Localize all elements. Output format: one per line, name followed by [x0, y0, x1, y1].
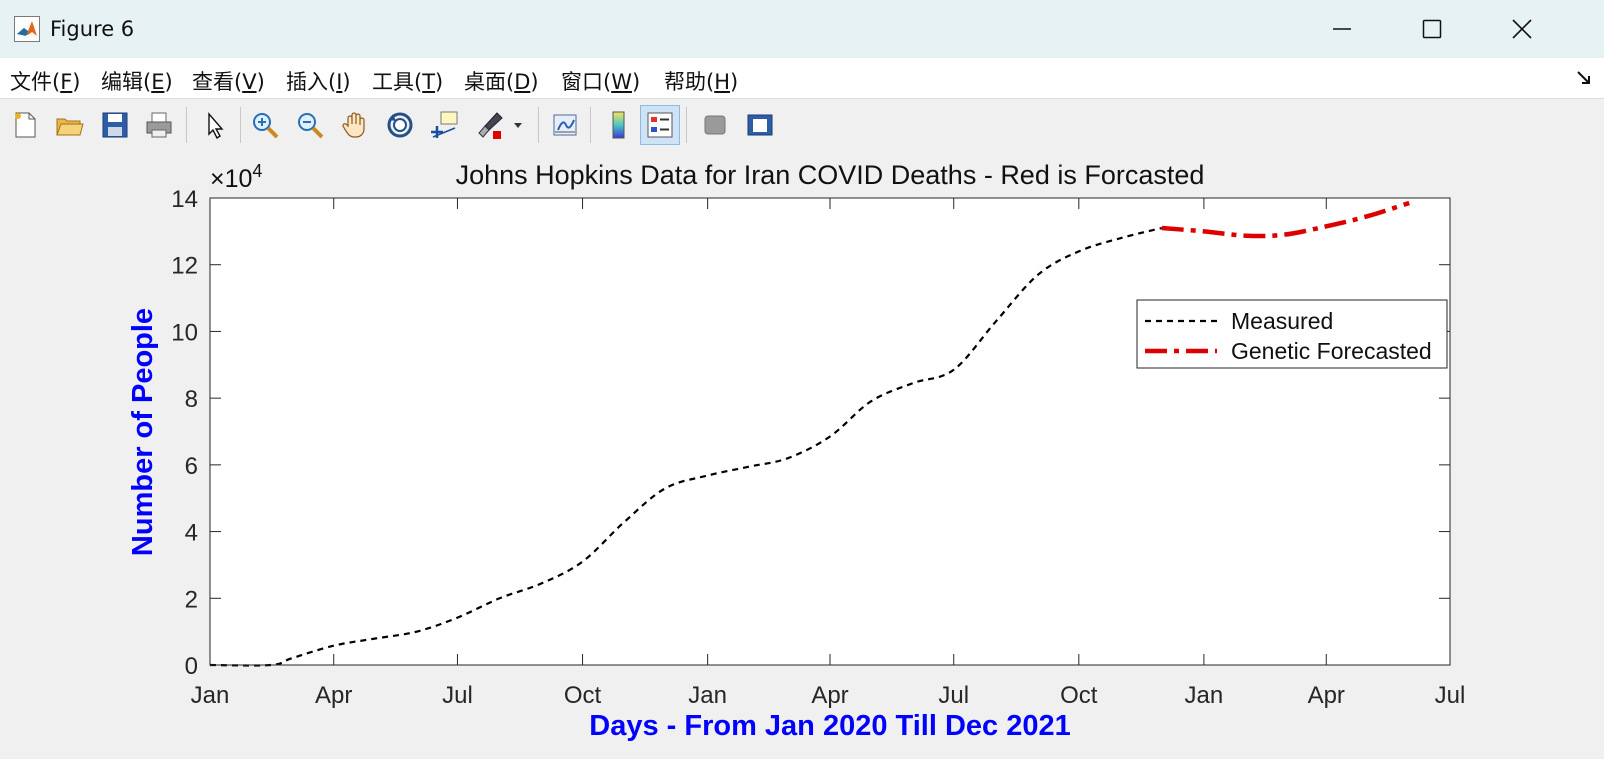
close-icon — [1512, 19, 1532, 39]
x-tick-label: Apr — [811, 682, 848, 709]
maximize-button[interactable] — [1400, 8, 1464, 50]
menu-view[interactable]: 查看(V) — [192, 70, 265, 94]
rotate-3d-icon — [387, 112, 413, 138]
minimize-icon — [1333, 28, 1351, 30]
toolbar-separator — [590, 107, 591, 143]
x-tick-label: Jan — [191, 682, 230, 709]
y-tick-label: 6 — [185, 453, 198, 480]
dock-arrow-icon[interactable] — [1576, 70, 1592, 86]
insert-colorbar-button[interactable] — [598, 105, 638, 145]
x-tick-label: Jul — [442, 682, 473, 709]
y-tick-label: 4 — [185, 520, 198, 547]
link-plot-button[interactable] — [545, 105, 585, 145]
legend[interactable]: Measured Genetic Forecasted — [1136, 299, 1448, 369]
open-folder-icon — [56, 118, 84, 136]
y-axis-label: Number of People — [127, 308, 159, 556]
maximize-icon — [1422, 19, 1442, 39]
axes-box — [209, 197, 1451, 666]
x-tick-label: Apr — [1308, 682, 1345, 709]
axes-background — [210, 198, 1450, 665]
chart-title: Johns Hopkins Data for Iran COVID Deaths… — [456, 160, 1205, 190]
pan-button[interactable] — [335, 105, 375, 145]
print-button[interactable] — [139, 105, 179, 145]
zoom-out-icon — [298, 113, 324, 139]
matlab-logo-icon — [14, 16, 40, 42]
data-cursor-button[interactable] — [424, 105, 464, 145]
x-tick-label: Jan — [1185, 682, 1224, 709]
close-button[interactable] — [1490, 8, 1554, 50]
save-icon — [102, 112, 128, 138]
forecast-series-line — [1161, 200, 1410, 239]
chevron-down-icon — [514, 123, 522, 128]
brush-icon — [478, 112, 503, 139]
x-tick-label: Oct — [1060, 682, 1098, 709]
edit-plot-button[interactable] — [194, 105, 234, 145]
figure-canvas: Jan Apr Jul Oct Jan Apr Jul Oct Jan Apr Jul 0 2 4 6 8 10… — [0, 151, 1604, 755]
x-tick-label: Jan — [688, 682, 727, 709]
data-cursor-icon — [431, 111, 458, 138]
save-button[interactable] — [95, 105, 135, 145]
insert-legend-button[interactable] — [640, 105, 680, 145]
brush-button[interactable] — [470, 105, 510, 145]
legend-icon — [647, 112, 673, 138]
y-tick-label: 12 — [171, 253, 198, 280]
toolbar-separator — [538, 107, 539, 143]
hide-plot-tools-icon — [704, 115, 726, 135]
zoom-in-button[interactable] — [245, 105, 285, 145]
menu-file[interactable]: 文件(F) — [10, 70, 81, 94]
y-exponent-label: ×104 — [210, 161, 262, 193]
zoom-out-button[interactable] — [290, 105, 330, 145]
axis-ticks: Jan Apr Jul Oct Jan Apr Jul Oct Jan Apr Jul 0 2 4 6 8 10… — [171, 186, 1465, 709]
colorbar-icon — [612, 111, 625, 139]
menu-desktop[interactable]: 桌面(D) — [464, 70, 539, 94]
toolbar-separator — [686, 107, 687, 143]
x-tick-label: Apr — [315, 682, 352, 709]
y-tick-label: 0 — [185, 653, 198, 680]
brush-dropdown-button[interactable] — [506, 105, 530, 145]
title-bar: Figure 6 — [0, 0, 1604, 58]
link-plot-icon — [553, 114, 577, 136]
y-tick-label: 8 — [185, 386, 198, 413]
data-series — [209, 200, 1410, 667]
show-plot-tools-icon — [747, 114, 773, 136]
legend-measured-label: Measured — [1231, 308, 1333, 334]
figure-toolbar — [0, 98, 1604, 152]
menu-help[interactable]: 帮助(H) — [664, 70, 739, 94]
toolbar-separator — [186, 107, 187, 143]
x-axis-label: Days - From Jan 2020 Till Dec 2021 — [589, 710, 1070, 742]
y-tick-label: 14 — [171, 186, 198, 213]
select-arrow-icon — [208, 112, 224, 140]
x-tick-label: Jul — [1435, 682, 1466, 709]
pan-hand-icon — [342, 112, 365, 138]
rotate-button[interactable] — [380, 105, 420, 145]
menu-insert[interactable]: 插入(I) — [286, 70, 351, 94]
y-tick-label: 2 — [185, 586, 198, 613]
plot-svg: Jan Apr Jul Oct Jan Apr Jul Oct Jan Apr Jul 0 2 4 6 8 10… — [127, 160, 1465, 742]
x-tick-label: Jul — [938, 682, 969, 709]
new-figure-button[interactable] — [5, 105, 45, 145]
menu-window[interactable]: 窗口(W) — [561, 70, 641, 94]
toolbar-separator — [240, 107, 241, 143]
measured-series-line — [209, 226, 1163, 667]
print-icon — [146, 112, 172, 138]
y-tick-label: 10 — [171, 319, 198, 346]
menu-bar: 文件(F) 编辑(E) 查看(V) 插入(I) 工具(T) 桌面(D) 窗口(W… — [0, 58, 1604, 98]
x-tick-label: Oct — [564, 682, 602, 709]
legend-forecast-label: Genetic Forecasted — [1231, 338, 1432, 364]
new-figure-icon — [15, 112, 36, 138]
minimize-button[interactable] — [1310, 8, 1374, 50]
open-button[interactable] — [49, 105, 89, 145]
menu-tools[interactable]: 工具(T) — [372, 70, 444, 94]
zoom-in-icon — [253, 113, 279, 139]
window-title: Figure 6 — [50, 17, 135, 41]
hide-plot-tools-button[interactable] — [695, 105, 735, 145]
legend-box — [1136, 299, 1448, 369]
menu-edit[interactable]: 编辑(E) — [101, 70, 173, 94]
show-plot-tools-button[interactable] — [740, 105, 780, 145]
